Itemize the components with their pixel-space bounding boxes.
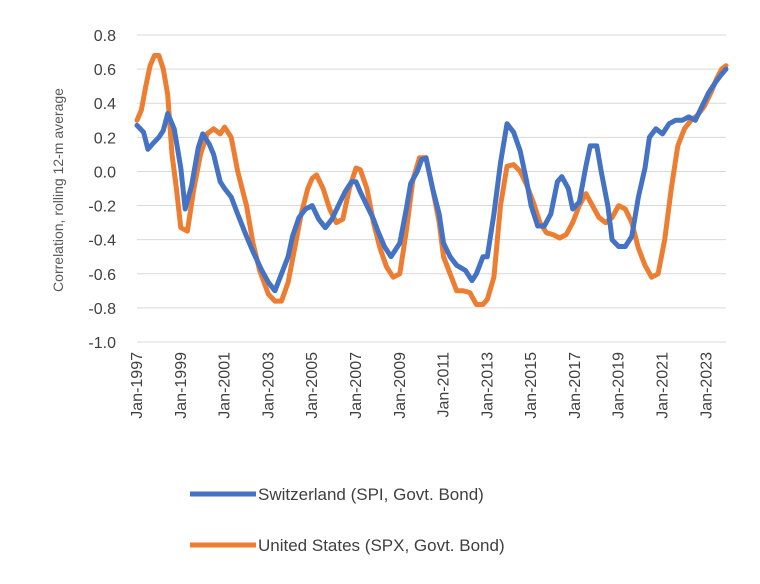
y-tick-label: 0.0 [94, 164, 116, 181]
legend: Switzerland (SPI, Govt. Bond) United Sta… [190, 485, 505, 555]
x-tick-label: Jan-2005 [304, 352, 321, 419]
x-tick-label: Jan-2017 [567, 352, 584, 419]
x-tick-label: Jan-2013 [479, 352, 496, 419]
x-tick-label: Jan-2023 [698, 352, 715, 419]
y-tick-label: -0.8 [88, 301, 116, 318]
x-tick-label: Jan-2007 [348, 352, 365, 419]
y-tick-label: 0.8 [94, 28, 116, 45]
x-tick-label: Jan-1999 [173, 352, 190, 419]
y-tick-label: -1.0 [88, 335, 116, 352]
x-tick-label: Jan-2009 [392, 352, 409, 419]
y-tick-label: -0.6 [88, 267, 116, 284]
y-tick-label: 0.4 [94, 96, 116, 113]
y-axis-title: Correlation, rolling 12-m average [50, 88, 66, 292]
series-line-switzerland [134, 66, 729, 294]
y-tick-label: 0.2 [94, 130, 116, 147]
legend-label-united-states: United States (SPX, Govt. Bond) [258, 536, 505, 555]
x-tick-label: Jan-2001 [217, 352, 234, 419]
x-axis-tick-labels: Jan-1997 Jan-1999 Jan-2001 Jan-2003 Jan-2005… [129, 352, 715, 419]
x-tick-label: Jan-2019 [611, 352, 628, 419]
x-tick-label: Jan-2015 [523, 352, 540, 419]
y-tick-label: -0.4 [88, 233, 116, 250]
x-tick-label: Jan-2011 [436, 352, 453, 418]
y-tick-label: 0.6 [94, 62, 116, 79]
y-tick-label: -0.2 [88, 199, 116, 216]
x-tick-label: Jan-2021 [655, 352, 672, 419]
legend-label-switzerland: Switzerland (SPI, Govt. Bond) [258, 485, 484, 504]
x-tick-label: Jan-1997 [129, 352, 146, 419]
series-lines [134, 53, 729, 307]
y-axis-tick-labels: 0.8 0.6 0.4 0.2 0.0 -0.2 -0.4 -0.6 -0.8 -1.0 [88, 28, 116, 352]
x-tick-label: Jan-2003 [260, 352, 277, 419]
